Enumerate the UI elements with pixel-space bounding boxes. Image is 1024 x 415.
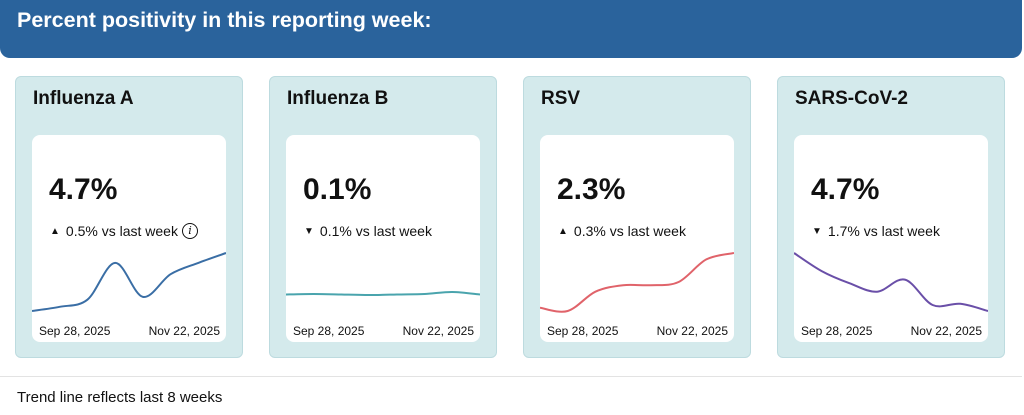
end-date: Nov 22, 2025 — [148, 324, 220, 338]
change-text: 1.7% vs last week — [827, 223, 940, 239]
card-title: Influenza B — [287, 88, 389, 109]
card-sars-cov-2: SARS-CoV-2 4.7% ▼ 1.7% vs last week Sep … — [777, 76, 1005, 358]
percent-value: 0.1% — [303, 173, 372, 206]
divider — [0, 376, 1022, 377]
stat-panel: 2.3% ▲ 0.3% vs last week Sep 28, 2025 No… — [540, 135, 734, 342]
arrow-down-icon: ▼ — [304, 225, 314, 237]
trend-line — [32, 252, 226, 312]
stat-panel: 0.1% ▼ 0.1% vs last week Sep 28, 2025 No… — [286, 135, 480, 342]
trend-note: Trend line reflects last 8 weeks — [17, 389, 223, 406]
change-text: 0.1% vs last week — [319, 223, 432, 239]
weekly-change: ▼ 0.1% vs last week — [304, 223, 432, 239]
card-title: RSV — [541, 88, 581, 109]
card-title: SARS-CoV-2 — [795, 88, 908, 109]
sparkline — [286, 290, 480, 297]
start-date: Sep 28, 2025 — [547, 324, 619, 338]
trend-line — [540, 252, 734, 313]
percent-value: 2.3% — [557, 173, 626, 206]
weekly-change: ▼ 1.7% vs last week — [812, 223, 940, 239]
start-date: Sep 28, 2025 — [293, 324, 365, 338]
sparkline — [32, 252, 226, 312]
change-text: 0.5% vs last week — [65, 223, 178, 239]
stat-panel: 4.7% ▼ 1.7% vs last week Sep 28, 2025 No… — [794, 135, 988, 342]
arrow-down-icon: ▼ — [812, 225, 822, 237]
sparkline — [794, 252, 988, 312]
card-influenza-a: Influenza A 4.7% ▲ 0.5% vs last week i S… — [15, 76, 243, 358]
sparkline — [540, 252, 734, 313]
change-text: 0.3% vs last week — [573, 223, 686, 239]
arrow-up-icon: ▲ — [50, 225, 60, 237]
trend-line — [794, 252, 988, 312]
stat-panel: 4.7% ▲ 0.5% vs last week i Sep 28, 2025 … — [32, 135, 226, 342]
weekly-change: ▲ 0.3% vs last week — [558, 223, 686, 239]
percent-value: 4.7% — [811, 173, 880, 206]
start-date: Sep 28, 2025 — [39, 324, 111, 338]
trend-line — [286, 290, 480, 297]
end-date: Nov 22, 2025 — [910, 324, 982, 338]
arrow-up-icon: ▲ — [558, 225, 568, 237]
page-title: Percent positivity in this reporting wee… — [17, 8, 432, 32]
info-icon[interactable]: i — [181, 223, 198, 239]
percent-value: 4.7% — [49, 173, 118, 206]
card-rsv: RSV 2.3% ▲ 0.3% vs last week Sep 28, 202… — [523, 76, 751, 358]
page-header: Percent positivity in this reporting wee… — [0, 0, 1022, 58]
card-influenza-b: Influenza B 0.1% ▼ 0.1% vs last week Sep… — [269, 76, 497, 358]
end-date: Nov 22, 2025 — [402, 324, 474, 338]
end-date: Nov 22, 2025 — [656, 324, 728, 338]
weekly-change: ▲ 0.5% vs last week i — [50, 223, 198, 239]
start-date: Sep 28, 2025 — [801, 324, 873, 338]
card-title: Influenza A — [33, 88, 134, 109]
